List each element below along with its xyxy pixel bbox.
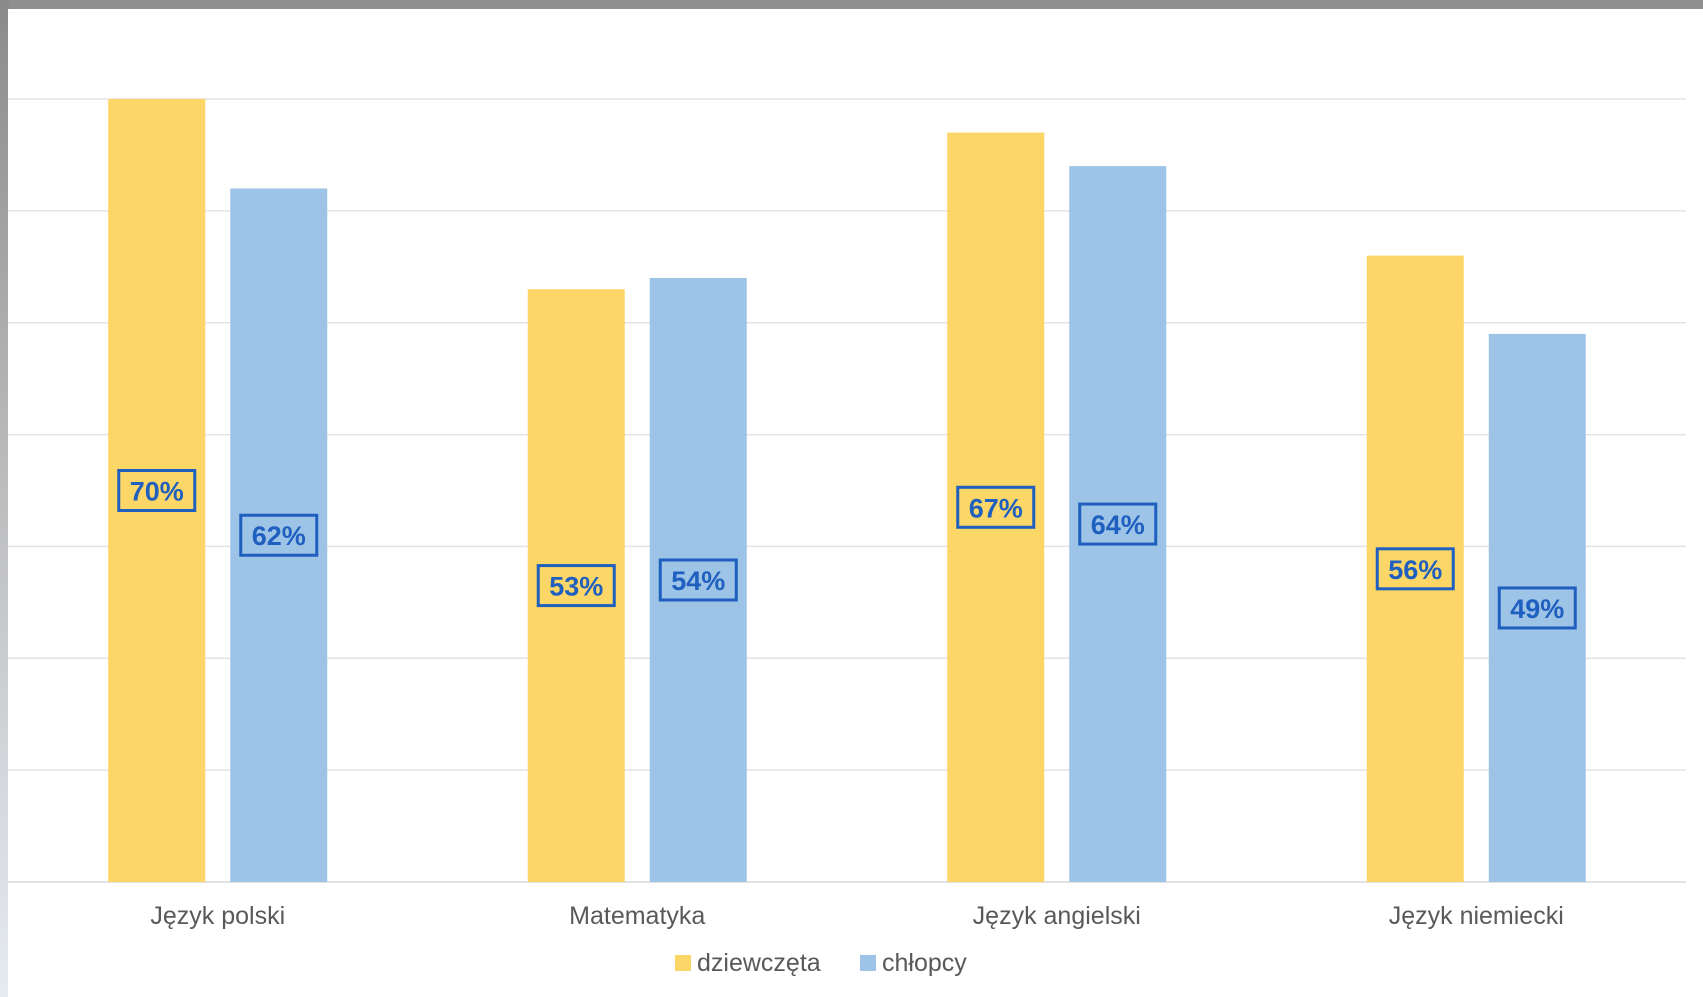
data-label: 49% (1510, 594, 1564, 624)
bar-series1-2 (947, 132, 1045, 883)
category-label: Język niemiecki (1389, 902, 1564, 930)
bar-chart: 70% 62% 53% 54% 67% 64% 56% 49% Język polski Mat… (8, 98, 1686, 977)
data-label-box (1078, 502, 1158, 546)
data-label-box (1375, 547, 1455, 591)
bar-series1-1 (527, 289, 625, 883)
bar-series2-2 (1069, 166, 1167, 883)
data-label: 54% (671, 566, 725, 596)
bar-series2-1 (649, 277, 747, 882)
data-label: 64% (1091, 510, 1145, 540)
legend: dziewczęta chłopcy (675, 949, 967, 977)
bar-series2-3 (1488, 333, 1586, 882)
data-label: 67% (969, 493, 1023, 523)
data-label-box (536, 564, 616, 608)
chart-frame: 70% 62% 53% 54% 67% 64% 56% 49% Język polski Mat… (8, 9, 1703, 997)
data-label: 70% (130, 477, 184, 507)
category-label: Matematyka (569, 902, 705, 930)
bars (108, 99, 1586, 883)
window-edge (0, 0, 9, 997)
bar-series2-0 (230, 188, 328, 882)
legend-swatch (860, 955, 876, 971)
data-labels: 70% 62% 53% 54% 67% 64% 56% 49% (117, 469, 1577, 630)
data-label-box (956, 485, 1036, 529)
category-labels: Język polski Matematyka Język angielski Jęz… (150, 902, 1563, 930)
data-label: 53% (549, 572, 603, 602)
data-label-box (117, 469, 197, 512)
data-label-box (1497, 586, 1577, 630)
data-label-box (239, 513, 319, 557)
data-label-box (658, 558, 738, 602)
legend-swatch (675, 955, 691, 971)
data-label: 56% (1388, 555, 1442, 585)
data-label: 62% (252, 521, 306, 551)
category-label: Język angielski (973, 902, 1141, 930)
legend-label: chłopcy (882, 949, 967, 977)
bar-series1-3 (1366, 255, 1464, 883)
legend-label: dziewczęta (697, 949, 821, 977)
category-label: Język polski (150, 902, 285, 930)
bar-series1-0 (108, 99, 206, 882)
